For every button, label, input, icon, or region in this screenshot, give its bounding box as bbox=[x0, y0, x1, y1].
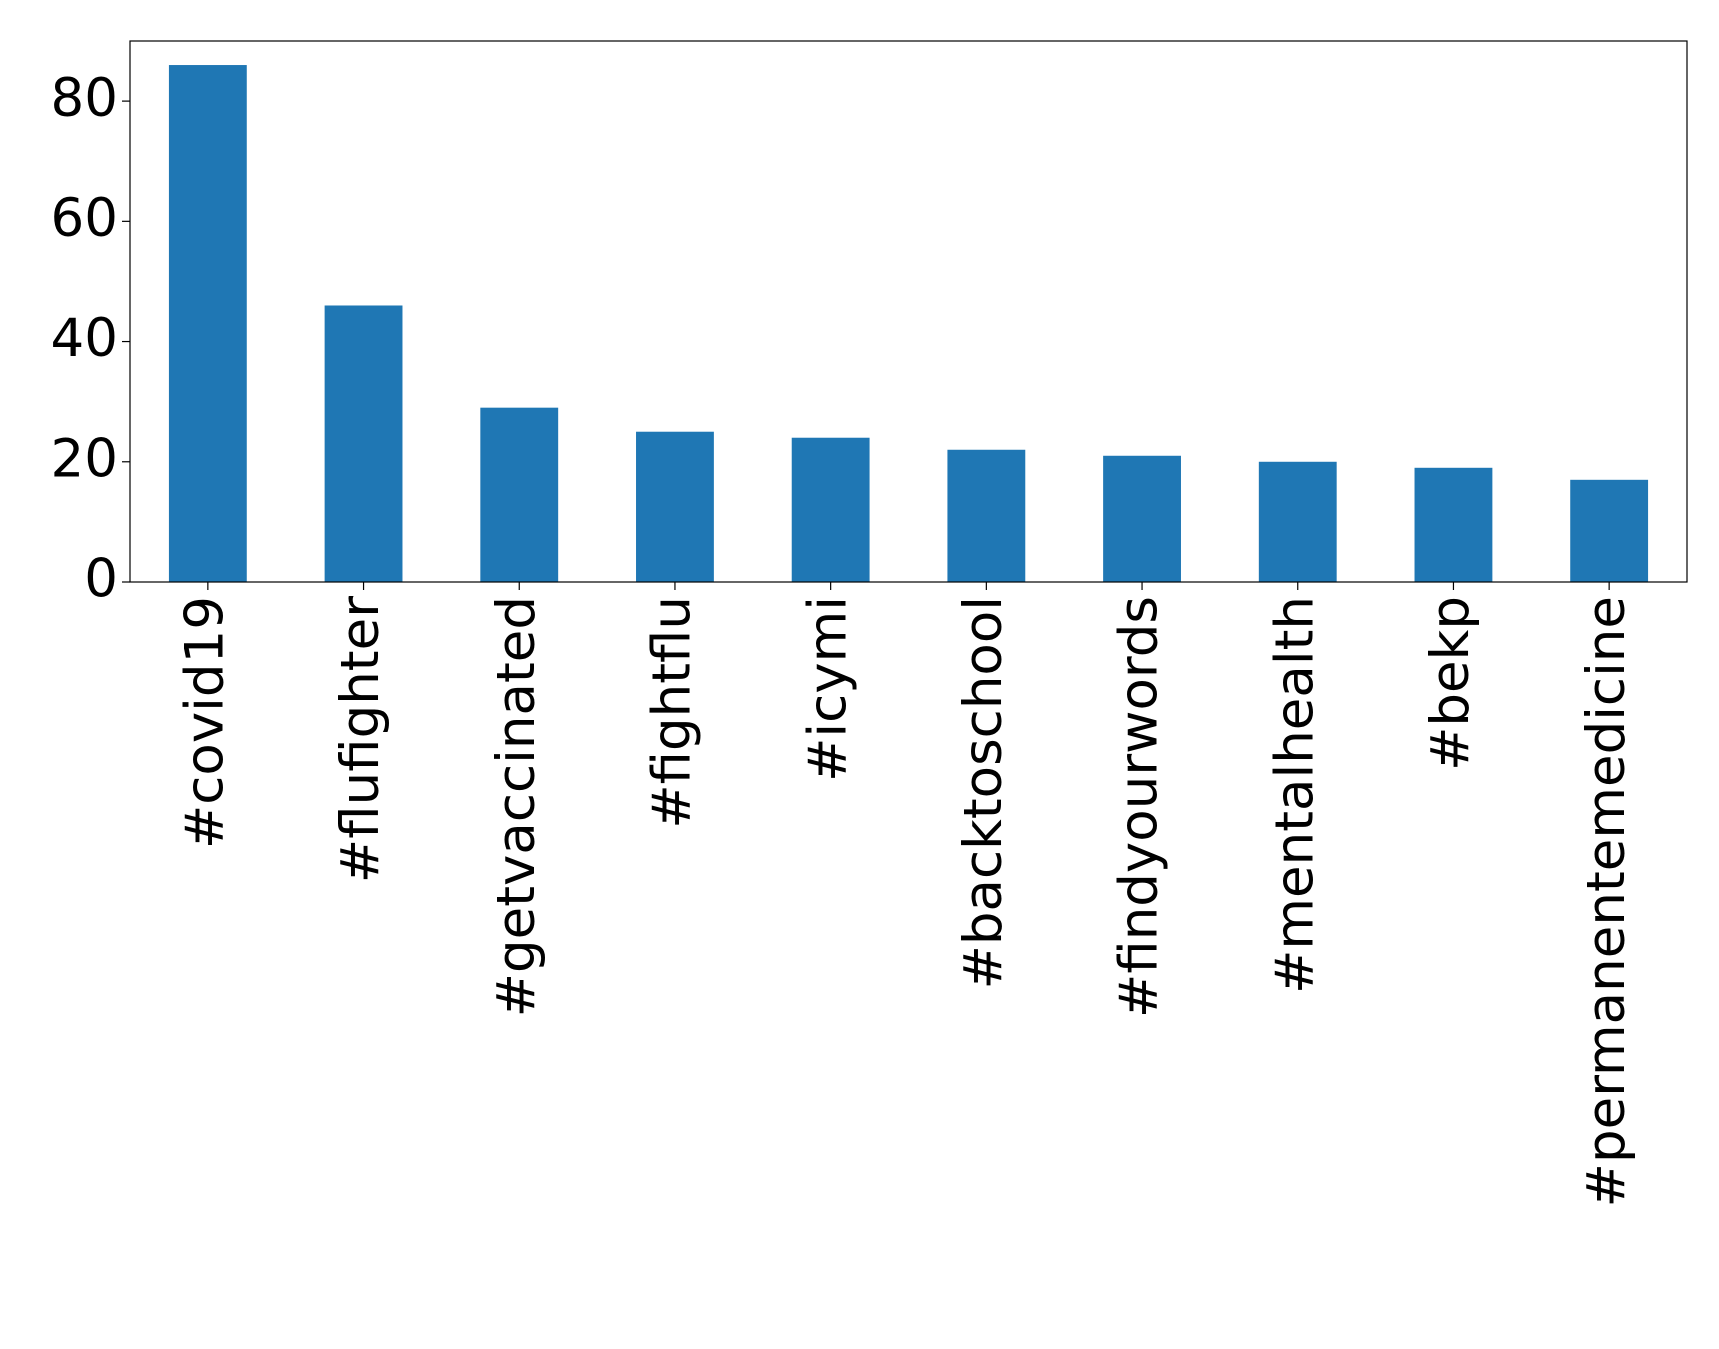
x-tick-label: #covid19 bbox=[174, 596, 235, 849]
x-tick-label: #bekp bbox=[1420, 596, 1481, 771]
y-tick-label: 0 bbox=[84, 549, 118, 610]
x-tick-label: #permanentemedicine bbox=[1576, 596, 1637, 1207]
x-tick-label: #backtoschool bbox=[953, 596, 1014, 990]
y-tick-label: 60 bbox=[51, 188, 118, 249]
y-tick-label: 40 bbox=[51, 308, 118, 369]
x-tick-label: #findyourwords bbox=[1109, 596, 1170, 1018]
x-tick-label: #fightflu bbox=[642, 596, 703, 829]
bar bbox=[1414, 467, 1493, 582]
bar bbox=[947, 449, 1026, 582]
bar bbox=[1258, 461, 1337, 582]
bar bbox=[791, 437, 870, 582]
x-tick-label: #flufighter bbox=[330, 596, 391, 883]
bar bbox=[1570, 479, 1649, 582]
x-tick-label: #getvaccinated bbox=[486, 596, 547, 1017]
bar bbox=[636, 431, 714, 582]
bar bbox=[1103, 455, 1181, 582]
bar bbox=[480, 407, 559, 582]
y-tick-label: 20 bbox=[51, 428, 118, 489]
bar bbox=[324, 305, 403, 582]
y-tick-label: 80 bbox=[51, 68, 118, 129]
x-tick-label: #mentalhealth bbox=[1264, 596, 1325, 994]
plot-frame bbox=[129, 40, 1688, 583]
x-tick-label: #icymi bbox=[797, 596, 858, 782]
bar bbox=[168, 65, 247, 583]
